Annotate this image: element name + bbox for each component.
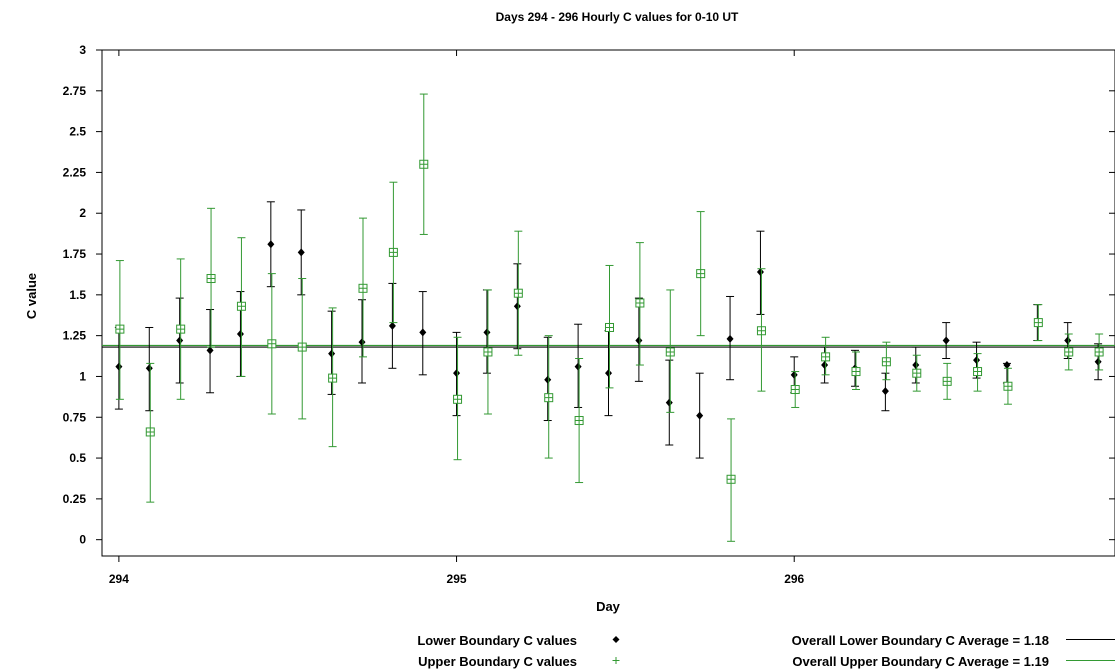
- y-tick-label: 1.25: [63, 329, 87, 343]
- y-tick-label: 0.25: [63, 492, 87, 506]
- upper-point: [943, 377, 952, 386]
- upper-point: [389, 248, 398, 257]
- lower-point: [297, 248, 305, 257]
- upper-point: [359, 284, 368, 293]
- lower-point: [1064, 336, 1072, 345]
- upper-point: [821, 352, 830, 361]
- upper-point: [882, 357, 891, 366]
- y-tick-label: 2.25: [63, 165, 87, 179]
- upper-point: [298, 343, 307, 352]
- x-tick-label: 296: [784, 572, 804, 586]
- upper-point: [851, 367, 860, 376]
- lower-point: [115, 362, 123, 371]
- lower-point: [821, 361, 829, 370]
- y-tick-label: 0.75: [63, 410, 87, 424]
- lower-point: [176, 336, 184, 345]
- lower-point: [358, 338, 366, 347]
- lower-point: [328, 349, 336, 358]
- upper-point: [605, 323, 614, 332]
- plot-frame: [101, 49, 1115, 557]
- y-tick-label: 1.75: [63, 247, 87, 261]
- upper-point: [115, 325, 124, 334]
- y-tick-label: 1: [79, 369, 86, 383]
- lower-point: [756, 267, 764, 276]
- upper-point: [453, 395, 462, 404]
- lower-point: [881, 387, 889, 396]
- lower-point: [513, 302, 521, 311]
- lower-point: [267, 240, 275, 249]
- chart-title: Days 294 - 296 Hourly C values for 0-10 …: [496, 10, 739, 24]
- upper-point: [146, 427, 155, 436]
- upper-point: [483, 347, 492, 356]
- lower-point: [605, 369, 612, 378]
- lower-point: [912, 361, 920, 370]
- x-axis-label: Day: [596, 599, 621, 614]
- lower-point: [544, 375, 552, 384]
- y-tick-label: 1.5: [69, 288, 86, 302]
- lower-point: [388, 321, 396, 330]
- lower-point: [206, 346, 214, 355]
- lower-point: [1003, 361, 1011, 370]
- y-tick-label: 3: [79, 43, 86, 57]
- legend-upper-label: Upper Boundary C values: [418, 654, 577, 669]
- y-tick-label: 2.75: [63, 84, 87, 98]
- lower-point: [1094, 357, 1102, 366]
- legend-lower-average-label: Overall Lower Boundary C Average = 1.18: [792, 633, 1049, 648]
- upper-point: [727, 475, 736, 484]
- lower-point: [973, 356, 981, 365]
- upper-point: [267, 339, 276, 348]
- y-tick-label: 2: [79, 206, 86, 220]
- x-tick-label: 295: [447, 572, 467, 586]
- upper-point: [791, 385, 800, 394]
- y-tick-label: 2.5: [69, 125, 86, 139]
- upper-point: [176, 325, 185, 334]
- y-tick-label: 0.5: [69, 451, 86, 465]
- lower-point: [665, 398, 673, 407]
- legend-lower-label: Lower Boundary C values: [417, 633, 577, 648]
- lower-point: [483, 328, 491, 337]
- y-axis-label: C value: [24, 273, 39, 319]
- upper-point: [1064, 347, 1073, 356]
- upper-point: [696, 269, 705, 278]
- upper-point: [575, 416, 584, 425]
- upper-point: [514, 289, 523, 298]
- upper-point: [207, 274, 216, 283]
- lower-point: [726, 334, 734, 343]
- lower-point: [453, 369, 461, 378]
- upper-point: [419, 160, 428, 169]
- x-axis: 294 295 296: [109, 50, 805, 586]
- lower-point: [236, 330, 244, 339]
- upper-point: [1095, 347, 1104, 356]
- lower-point: [574, 362, 582, 371]
- upper-point: [757, 326, 766, 335]
- lower-point: [790, 370, 798, 379]
- upper-point: [912, 369, 921, 378]
- legend-lower-marker: [612, 636, 620, 643]
- lower-point: [696, 411, 704, 420]
- legend: Lower Boundary C values Upper Boundary C…: [417, 633, 1115, 669]
- upper-point: [237, 302, 246, 311]
- y-axis: 0 0.25 0.5 0.75 1 1.25 1.5 1.75 2 2.25 2.5 2.75 3: [63, 43, 1115, 547]
- upper-point: [635, 299, 644, 307]
- series-layer: [114, 93, 1104, 542]
- legend-upper-marker: [612, 657, 620, 664]
- legend-upper-average-label: Overall Upper Boundary C Average = 1.19: [792, 654, 1049, 669]
- x-tick-label: 294: [109, 572, 129, 586]
- lower-point: [145, 364, 153, 373]
- upper-point: [973, 367, 982, 376]
- upper-point: [1034, 318, 1043, 327]
- lower-point: [942, 336, 950, 345]
- y-tick-label: 0: [79, 533, 86, 547]
- lower-point: [635, 336, 643, 345]
- upper-point: [328, 374, 337, 383]
- upper-point: [1003, 382, 1012, 391]
- upper-point: [666, 347, 675, 356]
- lower-point: [419, 328, 427, 337]
- upper-point: [544, 393, 553, 402]
